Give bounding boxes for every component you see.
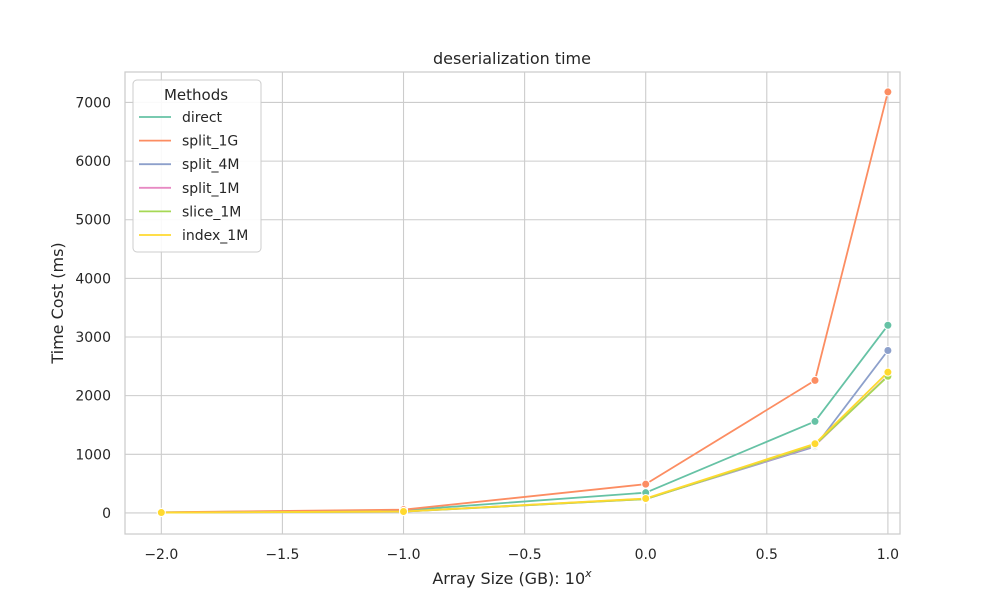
y-tick-label: 2000 bbox=[75, 389, 111, 405]
y-tick-label: 4000 bbox=[75, 271, 111, 287]
y-tick-label: 3000 bbox=[75, 330, 111, 346]
data-point-index_1M bbox=[156, 508, 166, 518]
data-point-split_1G bbox=[883, 87, 893, 97]
data-point-index_1M bbox=[641, 494, 651, 504]
legend-label-slice_1M: slice_1M bbox=[182, 204, 241, 220]
legend-label-split_4M: split_4M bbox=[182, 157, 239, 173]
legend-title: Methods bbox=[164, 86, 228, 104]
x-tick-label: 1.0 bbox=[877, 547, 899, 563]
x-axis-label: Array Size (GB): 10x bbox=[432, 567, 592, 588]
x-axis-label-base: Array Size (GB): 10 bbox=[432, 569, 585, 588]
data-point-direct bbox=[883, 320, 893, 330]
legend-label-split_1M: split_1M bbox=[182, 181, 239, 197]
x-tick-label: −1.0 bbox=[387, 547, 421, 563]
y-tick-label: 5000 bbox=[75, 213, 111, 229]
x-tick-label: 0.5 bbox=[756, 547, 778, 563]
series-layer bbox=[156, 87, 893, 518]
x-tick-label: −1.5 bbox=[265, 547, 299, 563]
legend-label-index_1M: index_1M bbox=[182, 228, 248, 244]
tick-labels: −2.0 −1.5 −1.0 −0.5 0.0 0.5 1.0 0 1000 2000 3000 40… bbox=[75, 95, 899, 563]
data-point-index_1M bbox=[810, 439, 820, 449]
data-point-direct bbox=[810, 416, 820, 426]
y-tick-label: 0 bbox=[102, 506, 111, 522]
chart-title: deserialization time bbox=[433, 49, 591, 68]
data-point-split_4M bbox=[883, 345, 893, 355]
y-tick-label: 1000 bbox=[75, 447, 111, 463]
y-tick-label: 7000 bbox=[75, 95, 111, 111]
x-tick-label: −0.5 bbox=[508, 547, 542, 563]
x-axis-label-superscript: x bbox=[584, 567, 592, 580]
legend: Methods direct split_1G split_4M split_1Msl… bbox=[132, 79, 262, 253]
y-tick-label: 6000 bbox=[75, 154, 111, 170]
series-index_1M bbox=[156, 367, 893, 518]
data-point-split_1G bbox=[810, 375, 820, 385]
x-tick-label: 0.0 bbox=[635, 547, 657, 563]
data-point-index_1M bbox=[883, 367, 893, 377]
data-point-split_1G bbox=[641, 479, 651, 489]
plot-frame bbox=[124, 71, 901, 535]
x-tick-label: −2.0 bbox=[144, 547, 178, 563]
legend-label-split_1G: split_1G bbox=[182, 134, 238, 150]
y-axis-label: Time Cost (ms) bbox=[48, 242, 67, 364]
data-point-index_1M bbox=[399, 506, 409, 516]
legend-box bbox=[132, 79, 262, 253]
legend-label-direct: direct bbox=[182, 110, 223, 126]
legend-entries: direct split_1G split_4M split_1M slice_1Min… bbox=[139, 110, 248, 244]
